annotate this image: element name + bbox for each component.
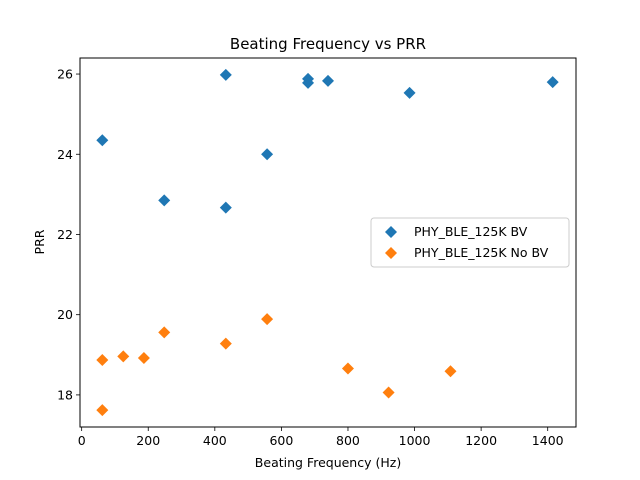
y-tick-label: 18 [57,387,73,402]
legend-item-no-bv: PHY_BLE_125K No BV [385,245,549,260]
legend: PHY_BLE_125K BV PHY_BLE_125K No BV [370,217,570,268]
data-point [261,148,274,161]
x-tick-label: 600 [269,433,293,448]
data-point [444,365,457,378]
data-point [219,337,232,350]
plot-area [96,68,559,417]
data-point [382,386,395,399]
series-1 [96,313,457,417]
x-tick-label: 1200 [465,433,497,448]
data-point [96,404,109,417]
data-point [403,86,416,99]
y-axis-label: PRR [32,229,47,254]
y-tick-label: 20 [57,307,73,322]
y-axis: 18 20 22 24 26 [57,67,80,402]
legend-box [370,217,570,268]
data-point [302,76,315,89]
series-0 [96,68,559,214]
x-axis-label: Beating Frequency (Hz) [255,455,401,470]
data-point [322,74,334,87]
data-point [546,76,559,89]
x-axis: 0 200 400 600 800 1000 1200 1400 [78,427,564,448]
x-tick-label: 0 [78,433,86,448]
x-tick-label: 1000 [399,433,431,448]
y-tick-label: 22 [57,227,73,242]
plot-frame [79,57,577,428]
x-tick-label: 1400 [532,433,564,448]
chart-title: Beating Frequency vs PRR [230,35,426,53]
x-tick-label: 400 [203,433,227,448]
data-point [158,194,171,207]
y-tick-label: 24 [57,147,73,162]
legend-item-bv: PHY_BLE_125K BV [385,224,528,239]
x-tick-label: 200 [136,433,160,448]
legend-label-no-bv: PHY_BLE_125K No BV [414,245,549,260]
x-tick-label: 800 [336,433,360,448]
legend-label-bv: PHY_BLE_125K BV [414,224,528,239]
legend-marker-bv [385,226,397,238]
legend-marker-no-bv [385,247,397,259]
data-point [96,354,109,367]
data-point [341,362,354,375]
data-point [261,313,274,326]
data-point [219,201,232,214]
data-point [158,326,171,339]
y-tick-label: 26 [57,67,73,82]
data-point [117,350,130,363]
data-point [137,352,150,365]
data-point [219,68,232,81]
data-point [96,134,109,147]
